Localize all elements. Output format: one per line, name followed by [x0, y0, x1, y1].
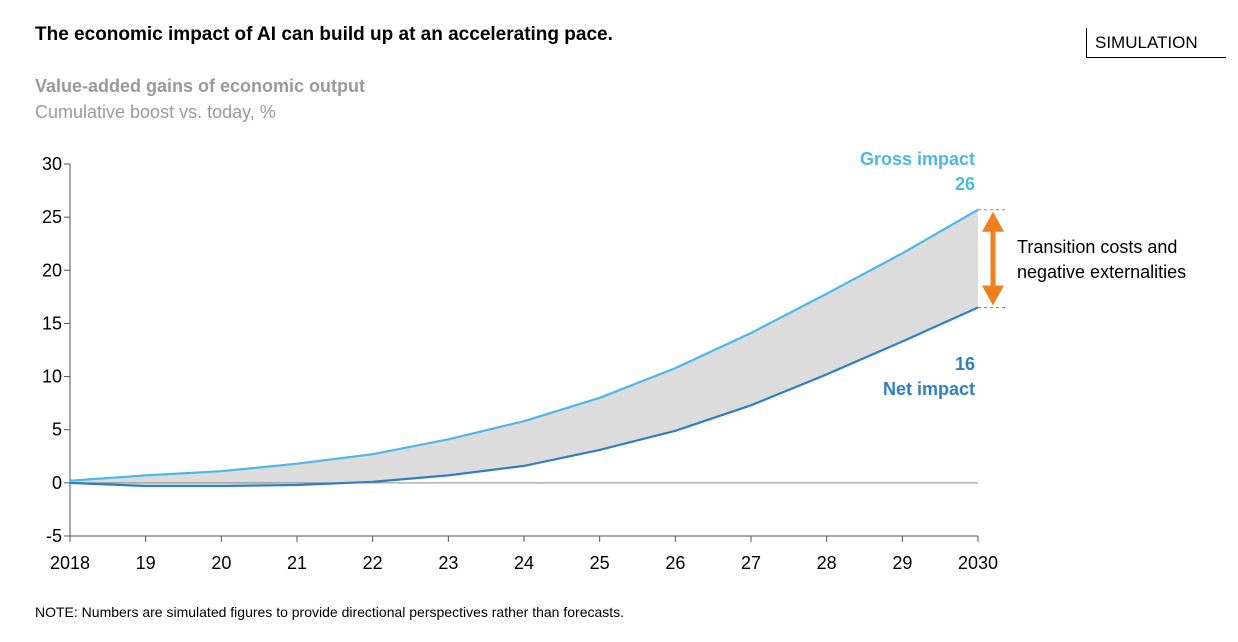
gross-impact-label: Gross impact: [860, 149, 975, 169]
y-tick-label: 10: [42, 367, 62, 387]
y-tick-label: 5: [52, 420, 62, 440]
gap-arrow: [982, 211, 1004, 306]
y-tick-label: 15: [42, 313, 62, 333]
x-tick-label: 19: [136, 553, 156, 573]
simulation-tag: SIMULATION: [1086, 28, 1226, 58]
gap-area: [70, 209, 978, 486]
gross-impact-line: [69, 208, 979, 482]
page-title: The economic impact of AI can build up a…: [35, 24, 613, 45]
gap-arrow-head-bottom: [982, 285, 1004, 306]
x-tick-label: 29: [892, 553, 912, 573]
annotation-line-2: negative externalities: [1017, 262, 1186, 282]
y-tick-label: 25: [42, 207, 62, 227]
y-tick-labels: 30 25 20 15 10 5 0 -5: [42, 154, 62, 546]
chart-subtitle: Cumulative boost vs. today, %: [35, 102, 276, 122]
x-tick-label: 20: [211, 553, 231, 573]
net-impact-label: Net impact: [883, 379, 975, 399]
x-tick-label: 22: [363, 553, 383, 573]
x-tick-label: 24: [514, 553, 534, 573]
net-impact-line: [69, 306, 979, 488]
annotation-line-1: Transition costs and: [1017, 237, 1177, 257]
gap-arrow-head-top: [982, 211, 1004, 232]
x-tick-label: 25: [590, 553, 610, 573]
net-impact-value: 16: [955, 354, 975, 374]
y-tick-label: 0: [52, 473, 62, 493]
x-ticks: [69, 536, 979, 542]
x-tick-label: 2018: [50, 553, 90, 573]
x-tick-label: 27: [741, 553, 761, 573]
y-tick-label: -5: [46, 526, 62, 546]
x-tick-label: 28: [817, 553, 837, 573]
footnote: NOTE: Numbers are simulated figures to p…: [35, 604, 625, 620]
y-tick-label: 20: [42, 260, 62, 280]
x-tick-label: 26: [665, 553, 685, 573]
chart-title: Value-added gains of economic output: [35, 76, 366, 96]
y-ticks: [64, 163, 70, 537]
gross-impact-value: 26: [955, 174, 975, 194]
x-tick-labels: 2018 19 20 21 22 23 24 25 26 27 28 29 2030: [50, 553, 998, 573]
y-tick-label: 30: [42, 154, 62, 174]
x-tick-label: 2030: [958, 553, 998, 573]
x-tick-label: 21: [287, 553, 307, 573]
x-tick-label: 23: [438, 553, 458, 573]
